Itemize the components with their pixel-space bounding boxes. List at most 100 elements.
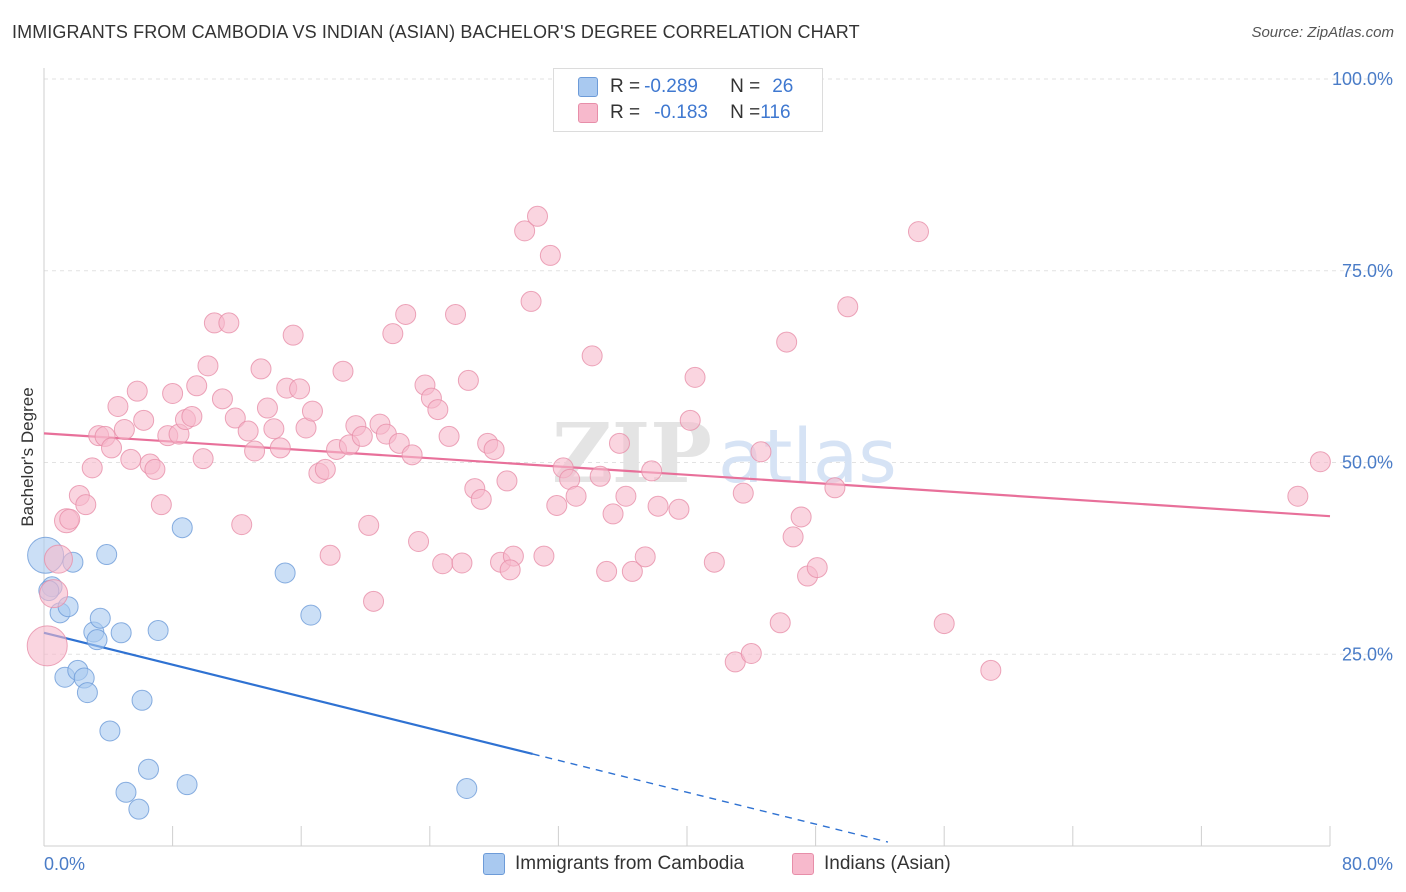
point-cambodia bbox=[274, 562, 296, 584]
point-indians bbox=[641, 460, 663, 482]
point-cambodia bbox=[300, 604, 322, 626]
point-indians bbox=[980, 659, 1002, 681]
point-indians bbox=[668, 498, 690, 520]
stats-legend: R = -0.289 N = 26 R = -0.183 N = 116 bbox=[553, 68, 823, 132]
point-cambodia bbox=[96, 544, 118, 566]
point-cambodia bbox=[131, 689, 153, 711]
point-indians bbox=[269, 437, 291, 459]
point-indians bbox=[150, 494, 172, 516]
bottom-legend-label: Indians (Asian) bbox=[824, 853, 951, 874]
point-indians bbox=[301, 400, 323, 422]
x-tick-label: 80.0% bbox=[1342, 854, 1393, 874]
point-indians bbox=[1309, 451, 1331, 473]
point-indians bbox=[75, 494, 97, 516]
point-indians bbox=[81, 457, 103, 479]
point-indians bbox=[59, 508, 81, 530]
point-indians bbox=[319, 544, 341, 566]
point-indians bbox=[514, 220, 536, 242]
point-cambodia bbox=[86, 629, 108, 651]
point-indians bbox=[546, 494, 568, 516]
point-indians bbox=[192, 448, 214, 470]
point-indians bbox=[615, 485, 637, 507]
point-indians bbox=[314, 458, 336, 480]
point-indians bbox=[126, 380, 148, 402]
y-tick-label: 25.0% bbox=[1342, 644, 1393, 664]
point-indians bbox=[144, 458, 166, 480]
point-indians bbox=[581, 345, 603, 367]
point-indians bbox=[527, 205, 549, 227]
bottom-swatch-cambodia bbox=[483, 853, 505, 875]
point-indians bbox=[438, 425, 460, 447]
point-cambodia bbox=[456, 777, 478, 799]
point-cambodia bbox=[99, 720, 121, 742]
point-indians bbox=[332, 360, 354, 382]
point-indians bbox=[776, 331, 798, 353]
point-indians bbox=[732, 482, 754, 504]
point-indians bbox=[218, 312, 240, 334]
point-indians bbox=[256, 397, 278, 419]
bottom-legend-label: Immigrants from Cambodia bbox=[515, 853, 745, 874]
point-indians bbox=[133, 409, 155, 431]
point-cambodia bbox=[137, 758, 159, 780]
point-indians bbox=[451, 552, 473, 574]
point-indians bbox=[250, 358, 272, 380]
point-cambodia bbox=[171, 517, 193, 539]
point-indians bbox=[107, 396, 129, 418]
legend-r-value: -0.289 bbox=[644, 76, 698, 97]
point-indians bbox=[363, 590, 385, 612]
legend-r-label: R = bbox=[610, 76, 641, 97]
tick-labels: 100.0% 75.0% 50.0% 25.0% 0.0% 80.0% bbox=[44, 69, 1393, 874]
legend-n-value: 116 bbox=[760, 102, 791, 123]
point-indians bbox=[608, 432, 630, 454]
point-indians bbox=[43, 544, 73, 574]
point-indians bbox=[445, 303, 467, 325]
point-indians bbox=[750, 441, 772, 463]
point-indians bbox=[703, 551, 725, 573]
point-indians bbox=[408, 531, 430, 553]
trend-line-cambodia-extension bbox=[532, 753, 889, 843]
point-indians bbox=[621, 560, 643, 582]
point-indians bbox=[470, 488, 492, 510]
point-indians bbox=[120, 448, 142, 470]
point-indians bbox=[427, 399, 449, 421]
point-indians bbox=[824, 477, 846, 499]
point-indians bbox=[26, 625, 68, 667]
point-indians bbox=[539, 244, 561, 266]
point-indians bbox=[933, 613, 955, 635]
bottom-legend-indians: Indians (Asian) bbox=[792, 851, 951, 877]
point-cambodia bbox=[115, 781, 137, 803]
point-cambodia bbox=[176, 774, 198, 796]
point-indians bbox=[181, 405, 203, 427]
axes bbox=[43, 68, 1331, 847]
point-indians bbox=[806, 557, 828, 579]
point-indians bbox=[162, 382, 184, 404]
point-indians bbox=[679, 409, 701, 431]
chart-title: IMMIGRANTS FROM CAMBODIA VS INDIAN (ASIA… bbox=[12, 22, 860, 42]
point-indians bbox=[520, 290, 542, 312]
point-indians bbox=[224, 407, 246, 429]
point-indians bbox=[589, 465, 611, 487]
point-cambodia bbox=[76, 682, 98, 704]
point-indians bbox=[769, 612, 791, 634]
point-indians bbox=[113, 419, 135, 441]
point-indians bbox=[395, 303, 417, 325]
point-indians bbox=[351, 425, 373, 447]
point-indians bbox=[237, 420, 259, 442]
legend-row-cambodia: R = -0.289 N = 26 bbox=[578, 75, 793, 99]
point-indians bbox=[39, 579, 69, 609]
point-cambodia bbox=[89, 607, 111, 629]
point-indians bbox=[782, 526, 804, 548]
y-axis-label: Bachelor's Degree bbox=[18, 387, 37, 526]
point-indians bbox=[263, 418, 285, 440]
point-cambodia bbox=[128, 798, 150, 820]
legend-n-label: N = bbox=[730, 102, 761, 123]
legend-r-value: -0.183 bbox=[654, 102, 708, 123]
point-indians bbox=[634, 546, 656, 568]
chart-source: Source: ZipAtlas.com bbox=[1251, 24, 1394, 41]
point-indians bbox=[790, 506, 812, 528]
y-tick-label: 75.0% bbox=[1342, 261, 1393, 281]
point-indians bbox=[907, 221, 929, 243]
point-indians bbox=[684, 366, 706, 388]
point-indians bbox=[740, 642, 762, 664]
